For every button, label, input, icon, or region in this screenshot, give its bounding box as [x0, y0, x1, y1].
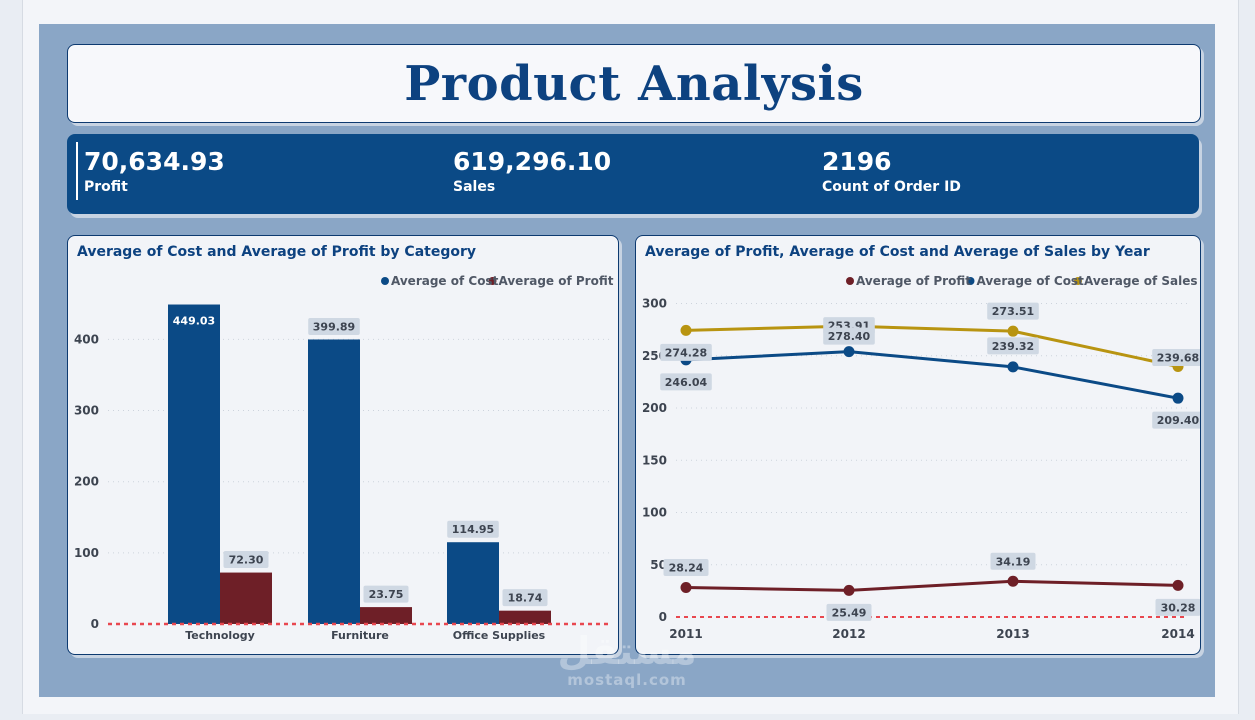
- data-label-average-of-cost-2011: 246.04: [665, 376, 708, 389]
- point-average-of-sales-2013: [1007, 325, 1019, 337]
- data-label-average-of-profit-2014: 30.28: [1161, 601, 1196, 614]
- y-tick-150: 150: [642, 453, 667, 467]
- y-tick-200: 200: [642, 401, 667, 415]
- kpi-orders-value: 2196: [822, 147, 892, 176]
- data-label-average-of-cost-office-supplies-bg: [447, 520, 499, 538]
- bar-chart-title: Average of Cost and Average of Profit by…: [77, 244, 476, 260]
- kpi-profit-label: Profit: [84, 179, 128, 195]
- data-label-average-of-profit-2013: 34.19: [996, 555, 1031, 568]
- data-label-average-of-cost-technology: 449.03: [173, 315, 215, 328]
- data-label-average-of-cost-office-supplies: 114.95: [452, 523, 494, 536]
- data-label-average-of-cost-furniture-bg: [308, 317, 360, 335]
- kpi-orders-label: Count of Order ID: [822, 179, 961, 195]
- data-label-average-of-sales-2012: 278.40: [828, 330, 871, 343]
- data-label-average-of-profit-office-supplies: 18.74: [508, 592, 543, 605]
- legend-label-average-of-cost: Average of Cost: [977, 274, 1085, 288]
- bar-average-of-cost-office-supplies: [447, 542, 499, 624]
- data-label-average-of-cost-2013: 239.32: [992, 340, 1034, 353]
- data-label-average-of-profit-2014-bg: [1155, 598, 1200, 616]
- title-card: Product Analysis: [67, 44, 1201, 123]
- point-average-of-profit-2013: [1007, 575, 1019, 587]
- data-label-average-of-sales-2013-bg: [987, 302, 1039, 320]
- data-label-average-of-cost-furniture: 399.89: [313, 320, 355, 333]
- x-tick-technology: Technology: [185, 629, 255, 642]
- watermark-logo: مستقل mostaql.com: [557, 629, 697, 689]
- x-tick-2014: 2014: [1161, 627, 1194, 641]
- y-tick-0: 0: [659, 610, 667, 624]
- data-label-average-of-cost-2013-bg: [987, 337, 1039, 355]
- kpi-profit-value: 70,634.93: [84, 147, 225, 176]
- data-label-average-of-cost-2011-bg: [660, 373, 712, 391]
- data-label-average-of-profit-office-supplies-bg: [502, 589, 548, 607]
- data-label-average-of-profit-2012-bg: [826, 603, 872, 621]
- y-tick-300: 300: [642, 297, 667, 311]
- data-label-average-of-sales-2013: 273.51: [992, 305, 1034, 318]
- point-average-of-profit-2014: [1172, 579, 1184, 591]
- x-tick-furniture: Furniture: [331, 629, 389, 642]
- bar-average-of-profit-furniture: [360, 607, 412, 624]
- data-label-average-of-profit-2012: 25.49: [832, 606, 867, 619]
- point-average-of-cost-2012: [843, 346, 855, 358]
- point-average-of-profit-2012: [843, 584, 855, 596]
- x-tick-2013: 2013: [996, 627, 1029, 641]
- data-label-average-of-sales-2014: 239.68: [1157, 352, 1199, 365]
- y-tick-300: 300: [74, 404, 99, 418]
- y-tick-50: 50: [650, 558, 667, 572]
- point-average-of-cost-2013: [1007, 361, 1019, 373]
- bar-average-of-profit-office-supplies: [499, 610, 551, 624]
- kpi-orders[interactable]: 2196 Count of Order ID: [822, 146, 961, 196]
- x-tick-2011: 2011: [669, 627, 702, 641]
- x-tick-office-supplies: Office Supplies: [453, 629, 546, 642]
- data-label-average-of-profit-furniture-bg: [363, 585, 409, 603]
- legend-marker-average-of-cost: [966, 277, 975, 285]
- point-average-of-profit-2011: [680, 581, 692, 593]
- y-tick-0: 0: [91, 617, 99, 631]
- data-label-average-of-sales-2011: 274.28: [665, 346, 707, 359]
- legend-marker-average-of-profit: [846, 277, 854, 285]
- legend-label-average-of-profit: Average of Profit: [499, 274, 614, 288]
- data-label-average-of-cost-2014: 209.40: [1157, 414, 1200, 427]
- data-label-average-of-profit-furniture: 23.75: [369, 588, 404, 601]
- data-label-average-of-profit-2011: 28.24: [669, 561, 704, 574]
- point-average-of-sales-2011: [680, 324, 692, 336]
- kpi-card[interactable]: 70,634.93 Profit 619,296.10 Sales 2196 C…: [67, 134, 1199, 214]
- bar-chart-panel[interactable]: Average of Cost and Average of Profit by…: [67, 235, 619, 655]
- x-tick-2012: 2012: [832, 627, 865, 641]
- legend-label-average-of-cost: Average of Cost: [391, 274, 499, 288]
- bar-average-of-profit-technology: [220, 572, 272, 624]
- line-chart-panel[interactable]: Average of Profit, Average of Cost and A…: [635, 235, 1201, 655]
- data-label-average-of-cost-2014-bg: [1152, 411, 1200, 429]
- legend-marker-average-of-profit: [488, 277, 497, 285]
- y-tick-100: 100: [642, 506, 667, 520]
- kpi-selection-bar: [76, 142, 78, 200]
- y-tick-200: 200: [74, 475, 99, 489]
- data-label-average-of-sales-2011-bg: [660, 343, 712, 361]
- line-chart-title: Average of Profit, Average of Cost and A…: [645, 244, 1150, 260]
- data-label-average-of-profit-2011-bg: [663, 558, 709, 576]
- data-label-average-of-profit-technology: 72.30: [229, 554, 264, 567]
- line-average-of-sales: [685, 324, 1179, 369]
- bar-average-of-cost-technology: [168, 304, 220, 624]
- data-label-average-of-profit-technology-bg: [223, 551, 269, 569]
- legend-label-average-of-sales: Average of Sales: [1084, 274, 1198, 288]
- kpi-sales-value: 619,296.10: [453, 147, 612, 176]
- page-title: Product Analysis: [404, 55, 864, 112]
- data-label-average-of-sales-2012-bg: [823, 327, 875, 345]
- data-label-average-of-sales-2014-bg: [1152, 349, 1200, 367]
- y-tick-400: 400: [74, 332, 99, 346]
- legend-marker-average-of-cost: [381, 277, 389, 285]
- kpi-sales-label: Sales: [453, 179, 496, 195]
- kpi-profit[interactable]: 70,634.93 Profit: [84, 146, 225, 196]
- point-average-of-cost-2014: [1172, 392, 1184, 404]
- y-tick-100: 100: [74, 546, 99, 560]
- legend-label-average-of-profit: Average of Profit: [856, 274, 971, 288]
- data-label-average-of-profit-2013-bg: [990, 552, 1036, 570]
- legend-marker-average-of-sales: [1074, 277, 1082, 285]
- line-average-of-cost: [685, 350, 1179, 400]
- line-average-of-profit: [685, 579, 1179, 592]
- kpi-sales[interactable]: 619,296.10 Sales: [453, 146, 611, 196]
- bar-average-of-cost-furniture: [308, 339, 360, 624]
